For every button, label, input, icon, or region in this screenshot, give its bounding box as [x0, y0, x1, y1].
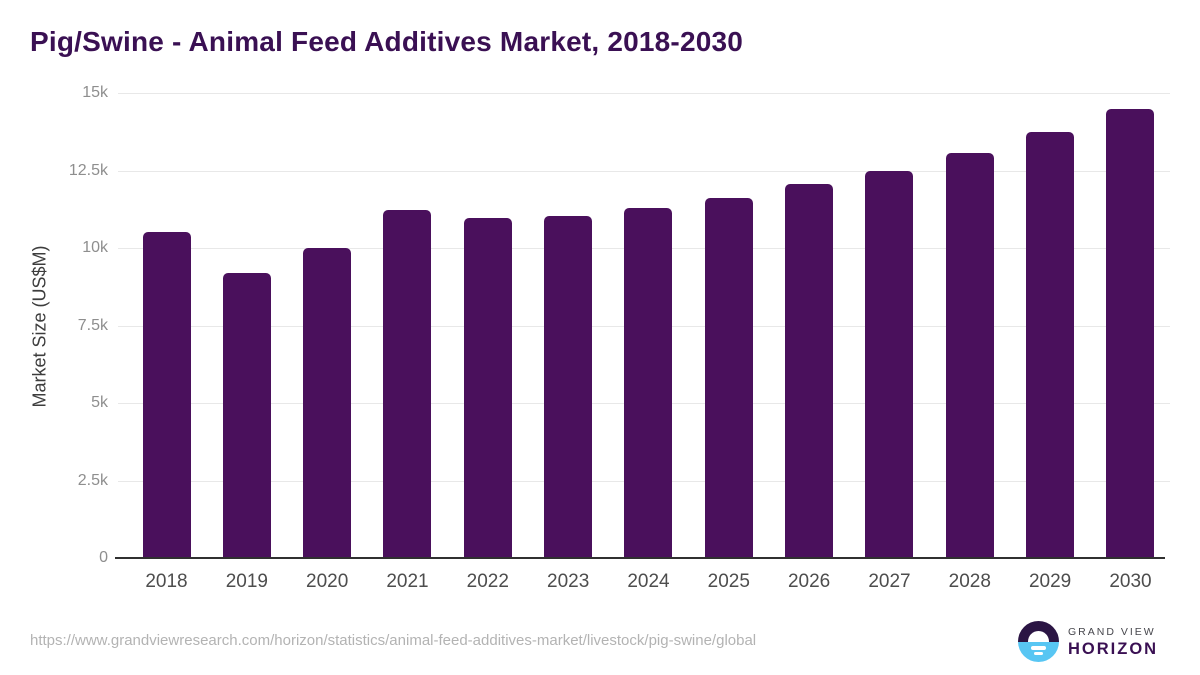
y-tick-15k: 15k	[82, 84, 108, 101]
x-tick-2030: 2030	[1109, 571, 1152, 592]
x-tick-2018: 2018	[145, 571, 188, 592]
x-tick-2019: 2019	[225, 571, 268, 592]
bar-2019[interactable]	[222, 273, 271, 558]
y-tick-0: 0	[99, 549, 108, 566]
x-tick-2028: 2028	[948, 571, 991, 592]
logo-text-grand-view: GRAND VIEW	[1068, 626, 1156, 638]
bar-2023[interactable]	[544, 216, 593, 558]
y-tick-2.5k: 2.5k	[77, 471, 108, 489]
source-url: https://www.grandviewresearch.com/horizo…	[30, 632, 757, 649]
x-tick-2029: 2029	[1028, 571, 1072, 592]
plot-area	[118, 93, 1170, 558]
chart-title: Pig/Swine - Animal Feed Additives Market…	[30, 26, 744, 57]
bar-2018[interactable]	[142, 231, 191, 558]
bar-2024[interactable]	[624, 207, 673, 558]
x-tick-2027: 2027	[868, 571, 911, 592]
bar-2021[interactable]	[383, 209, 432, 558]
horizon-sun-icon	[1018, 621, 1059, 662]
bar-2030[interactable]	[1106, 109, 1155, 558]
grand-view-horizon-logo: GRAND VIEW HORIZON	[1018, 621, 1178, 663]
x-tick-2024: 2024	[627, 571, 670, 592]
gridline-15k	[118, 93, 1170, 94]
x-tick-2021: 2021	[386, 571, 429, 592]
bar-2027[interactable]	[865, 170, 914, 558]
x-tick-2025: 2025	[707, 571, 750, 592]
x-tick-2023: 2023	[547, 571, 590, 592]
x-tick-2020: 2020	[306, 571, 349, 592]
gridline-12.5k	[118, 170, 1170, 172]
logo-text-horizon: HORIZON	[1068, 640, 1159, 658]
bar-2028[interactable]	[945, 153, 994, 558]
bar-2029[interactable]	[1026, 132, 1075, 558]
bar-2026[interactable]	[785, 184, 834, 558]
x-tick-2022: 2022	[466, 571, 509, 592]
bar-2022[interactable]	[463, 217, 512, 558]
y-tick-5k: 5k	[91, 394, 108, 411]
x-axis-line	[115, 557, 1165, 559]
y-tick-7.5k: 7.5k	[77, 316, 108, 334]
bar-2025[interactable]	[704, 197, 753, 558]
bar-2020[interactable]	[303, 247, 352, 558]
y-tick-10k: 10k	[82, 239, 108, 256]
y-tick-12.5k: 12.5k	[68, 161, 108, 179]
x-tick-2026: 2026	[787, 571, 831, 592]
